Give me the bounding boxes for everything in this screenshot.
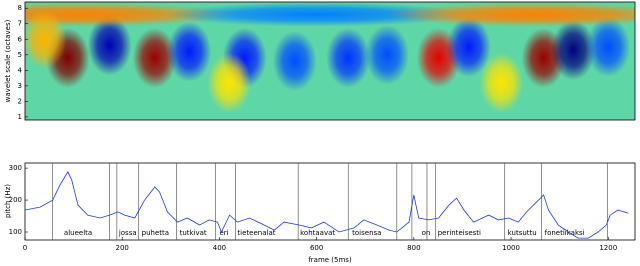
y-tick-label: 1 bbox=[18, 113, 22, 121]
y-axis-label: wavelet scale (octaves) bbox=[4, 19, 12, 102]
pitch-line bbox=[24, 171, 629, 239]
word-label: fonetiikaksi bbox=[545, 229, 585, 237]
heat-blob bbox=[479, 52, 524, 113]
y-tick-label: 2 bbox=[18, 97, 22, 105]
y-tick-label: 6 bbox=[18, 35, 23, 43]
x-tick-label: 1000 bbox=[502, 244, 520, 252]
heat-blob bbox=[87, 15, 132, 76]
word-label: eri bbox=[219, 229, 228, 237]
word-label: tieteenalat bbox=[237, 229, 275, 237]
word-label: jossa bbox=[118, 229, 137, 237]
x-axis-label: frame (5ms) bbox=[308, 256, 352, 264]
x-tick-label: 800 bbox=[407, 244, 420, 252]
y-tick-label: 4 bbox=[18, 66, 23, 74]
y-tick-label: 100 bbox=[9, 228, 22, 236]
y-tick-label: 8 bbox=[18, 4, 22, 12]
word-label: on bbox=[422, 229, 431, 237]
heat-blob bbox=[586, 17, 631, 78]
word-label: tutkivat bbox=[180, 229, 207, 237]
word-label: alueelta bbox=[64, 229, 92, 237]
y-tick-label: 300 bbox=[9, 164, 22, 172]
word-label: perinteisesti bbox=[438, 229, 481, 237]
heat-blob bbox=[167, 21, 212, 82]
heat-blob bbox=[326, 27, 371, 88]
y-tick-label: 5 bbox=[18, 51, 22, 59]
heat-blob bbox=[365, 24, 410, 85]
x-tick-label: 0 bbox=[23, 244, 27, 252]
heat-blob bbox=[385, 2, 635, 27]
heat-blob bbox=[132, 27, 177, 88]
word-label: puhetta bbox=[142, 229, 169, 237]
heat-blob bbox=[551, 20, 596, 81]
heat-blob bbox=[25, 9, 67, 70]
x-tick-label: 1200 bbox=[599, 244, 617, 252]
plot-frame bbox=[24, 162, 636, 241]
y-tick-label: 200 bbox=[9, 196, 22, 204]
heat-blob bbox=[166, 2, 467, 27]
heat-blob bbox=[272, 31, 317, 91]
word-label: toisensa bbox=[352, 229, 381, 237]
x-tick-label: 200 bbox=[116, 244, 129, 252]
heatmap bbox=[25, 2, 635, 120]
heat-blob bbox=[207, 52, 252, 113]
y-tick-label: 7 bbox=[18, 20, 22, 28]
heat-blob bbox=[446, 17, 491, 78]
heat-blob bbox=[25, 2, 234, 27]
word-label: kohtaavat bbox=[300, 229, 335, 237]
plot-frame bbox=[24, 1, 636, 121]
x-tick-label: 600 bbox=[310, 244, 323, 252]
y-axis-label: pitch (Hz) bbox=[4, 184, 12, 218]
x-tick-label: 400 bbox=[213, 244, 226, 252]
word-label: kutsuttu bbox=[508, 229, 537, 237]
y-tick-label: 3 bbox=[18, 82, 22, 90]
